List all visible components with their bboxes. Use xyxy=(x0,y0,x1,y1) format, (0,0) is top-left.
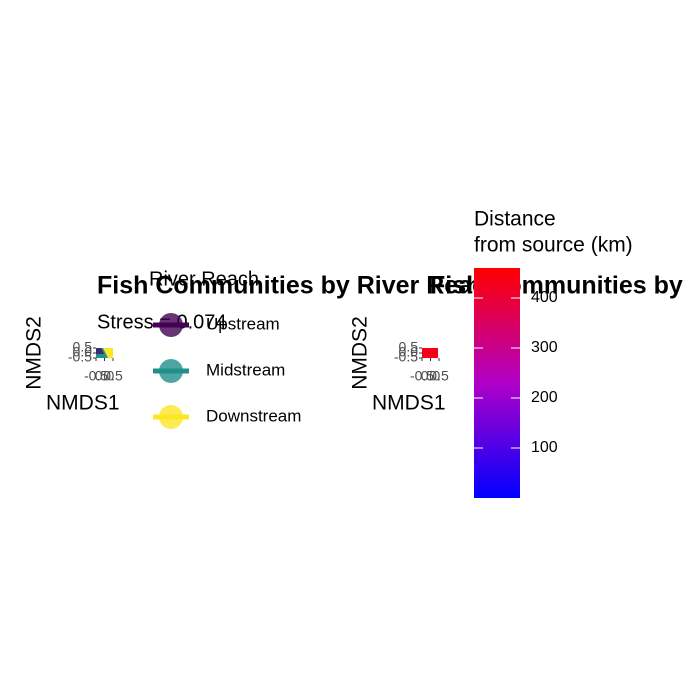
y-tick-label: 0.5 xyxy=(73,339,93,355)
y-tick-label: -0.5 xyxy=(68,349,92,365)
x-tick-label: -0.5 xyxy=(84,368,108,384)
colorbar-tick-label: 100 xyxy=(531,439,558,456)
y-tick-label: 0.5 xyxy=(399,339,419,355)
chart-title: Fish Communities by River Reach xyxy=(97,272,501,300)
x-axis-label: NMDS1 xyxy=(46,392,120,415)
panel-fill xyxy=(422,348,438,358)
colorbar-title: Distance xyxy=(474,208,556,231)
legend-label: Upstream xyxy=(206,314,280,333)
x-tick-label: 0.0 xyxy=(421,368,441,384)
panel-fill xyxy=(96,348,104,354)
chart-title: Fish Communities by Distance xyxy=(430,272,691,300)
x-tick-label: 0.0 xyxy=(95,368,115,384)
colorbar-title: from source (km) xyxy=(474,234,633,257)
colorbar-tick-label: 400 xyxy=(531,289,558,306)
legend-label: Midstream xyxy=(206,360,285,379)
legend-label: Downstream xyxy=(206,406,301,425)
y-axis-label: NMDS2 xyxy=(23,316,46,390)
y-tick-label: 0.0 xyxy=(399,344,419,360)
x-axis-label: NMDS1 xyxy=(372,392,446,415)
x-tick-label: -0.5 xyxy=(410,368,434,384)
colorbar-tick-label: 300 xyxy=(531,339,558,356)
x-tick-label: 0.5 xyxy=(103,368,123,384)
y-tick-label: 0.0 xyxy=(73,344,93,360)
colorbar xyxy=(474,268,520,498)
colorbar-tick-label: 200 xyxy=(531,389,558,406)
y-tick-label: -0.5 xyxy=(394,349,418,365)
x-tick-label: 0.5 xyxy=(429,368,449,384)
legend-title: River Reach xyxy=(149,268,259,290)
y-axis-label: NMDS2 xyxy=(349,316,372,390)
